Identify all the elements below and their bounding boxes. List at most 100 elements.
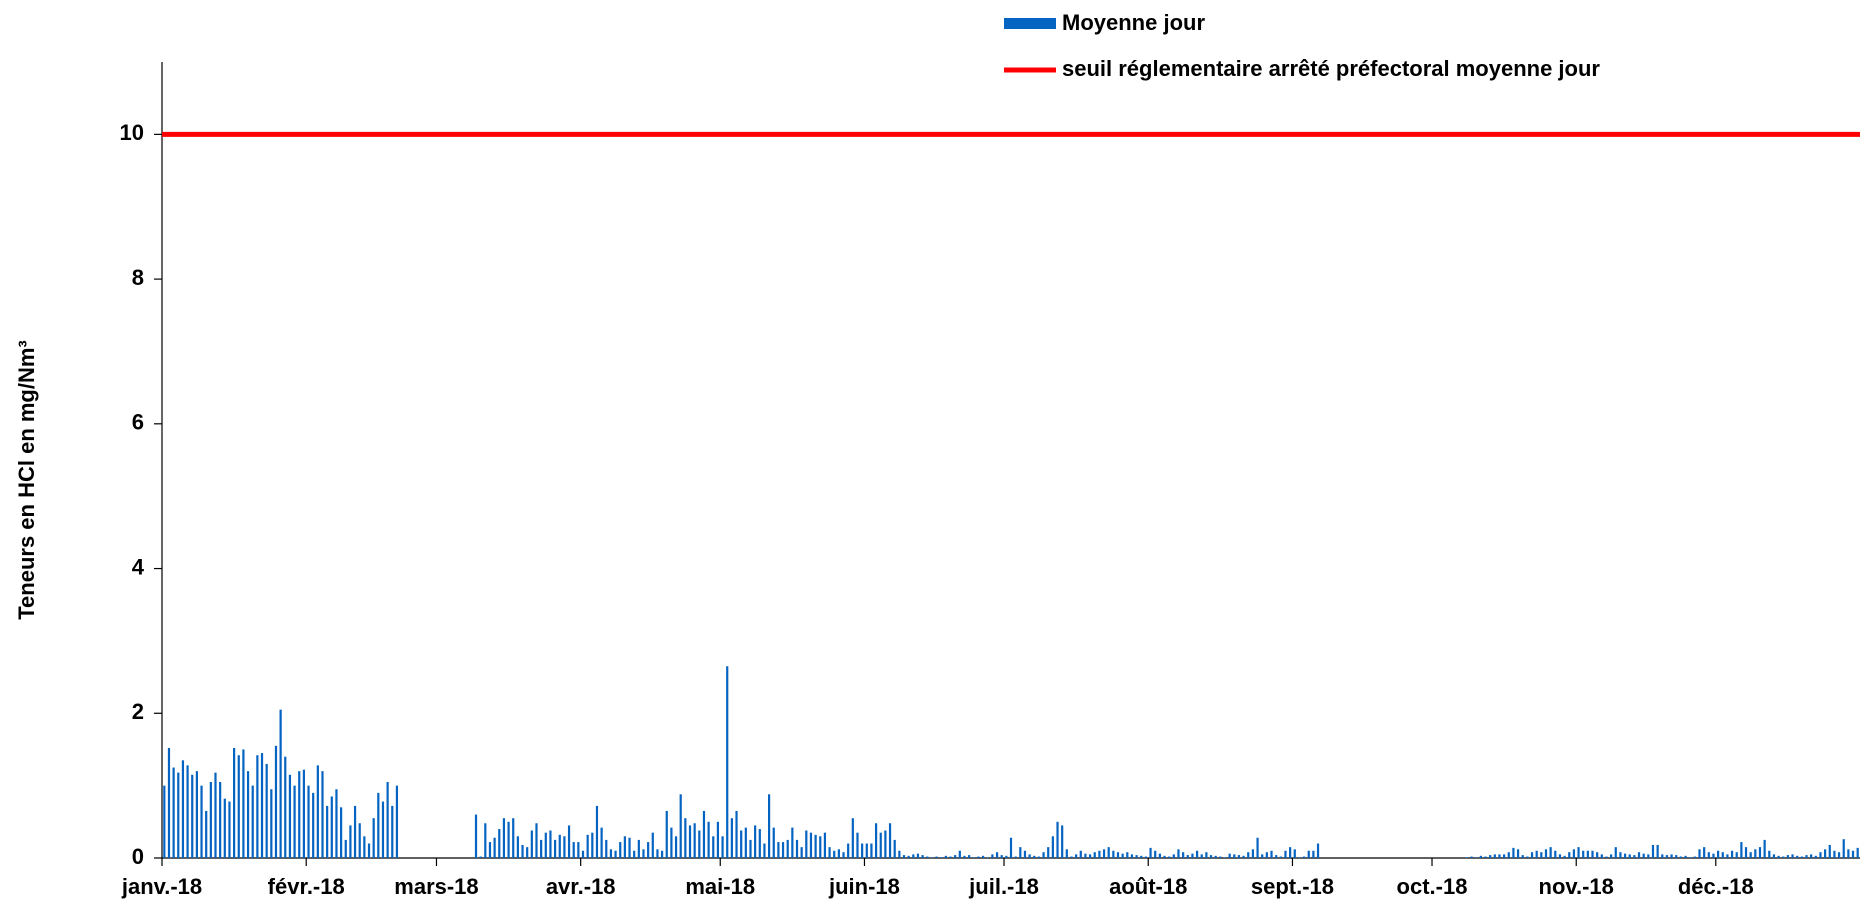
bar — [1279, 856, 1282, 858]
bar — [1223, 857, 1227, 858]
bar — [1586, 850, 1589, 858]
bar — [851, 818, 854, 858]
bar — [1177, 849, 1180, 858]
bar — [1610, 854, 1613, 858]
bar — [977, 856, 980, 858]
bar — [1014, 856, 1017, 858]
bar — [1521, 855, 1524, 858]
legend-swatch — [1004, 18, 1056, 29]
bar — [688, 825, 692, 858]
x-tick-label: janv.-18 — [121, 874, 202, 899]
bar — [884, 830, 887, 858]
bar — [540, 839, 543, 858]
bar — [716, 821, 720, 858]
bar — [1019, 847, 1022, 858]
bar — [279, 709, 282, 858]
bar — [502, 818, 506, 858]
bar — [1791, 854, 1794, 858]
bar — [358, 823, 361, 858]
bar — [242, 749, 245, 858]
bar — [1042, 852, 1045, 858]
bar — [1730, 850, 1734, 858]
bar — [702, 810, 706, 858]
bar — [786, 839, 789, 858]
bar — [498, 829, 501, 858]
bar — [270, 789, 273, 858]
bar — [1572, 849, 1575, 858]
x-tick-label: sept.-18 — [1251, 874, 1334, 899]
bar — [367, 843, 371, 858]
bar — [772, 827, 775, 858]
bar — [800, 847, 803, 858]
bar — [1228, 853, 1231, 858]
bar — [1819, 852, 1822, 858]
bar — [340, 807, 343, 858]
bar — [293, 785, 296, 858]
bar — [321, 771, 324, 858]
bar — [1670, 854, 1673, 858]
bar — [684, 818, 687, 858]
bar — [1656, 844, 1659, 858]
bar — [665, 810, 668, 858]
bar — [526, 847, 529, 858]
bar — [1516, 849, 1520, 858]
bar — [981, 855, 985, 858]
bar — [1684, 855, 1687, 858]
bar — [521, 844, 524, 858]
bar — [1717, 850, 1720, 858]
bar — [181, 760, 185, 858]
bar — [1079, 850, 1082, 858]
bar — [1251, 849, 1255, 858]
bar — [1526, 856, 1529, 858]
bar — [484, 823, 487, 858]
bar — [493, 837, 496, 858]
bar — [577, 842, 580, 858]
bar — [284, 756, 287, 858]
bar — [1614, 847, 1617, 858]
bar — [1070, 856, 1073, 858]
bar — [1768, 850, 1771, 858]
bar — [712, 836, 715, 858]
bar — [1233, 854, 1236, 858]
bar — [1619, 852, 1622, 858]
bar — [749, 839, 752, 858]
bar — [391, 805, 394, 858]
bar — [1577, 847, 1580, 858]
bar — [1144, 856, 1148, 858]
bar — [1563, 855, 1566, 858]
y-tick-label: 2 — [132, 699, 144, 724]
bar — [847, 843, 850, 858]
y-tick-label: 6 — [132, 410, 144, 435]
y-tick-label: 4 — [132, 554, 145, 579]
bar — [902, 855, 906, 858]
bar — [940, 857, 943, 858]
bar — [1088, 854, 1092, 858]
bar — [177, 772, 180, 858]
bar — [219, 782, 222, 858]
bar — [246, 771, 250, 858]
bar — [563, 836, 566, 858]
bar — [1158, 853, 1161, 858]
bar — [907, 855, 910, 858]
bar — [912, 854, 915, 858]
bar — [1558, 854, 1562, 858]
x-tick-label: déc.-18 — [1678, 874, 1754, 899]
y-tick-label: 10 — [120, 120, 144, 145]
bar — [233, 748, 236, 858]
bar — [530, 830, 533, 858]
bar — [186, 765, 189, 858]
bar — [586, 834, 589, 858]
bar — [740, 830, 743, 858]
bar — [1102, 849, 1106, 858]
x-tick-label: août-18 — [1109, 874, 1187, 899]
bar — [1507, 852, 1510, 858]
bar — [767, 794, 771, 858]
bar — [228, 801, 231, 858]
bar — [302, 769, 305, 858]
bar — [628, 837, 631, 858]
bar — [926, 856, 929, 858]
bar — [888, 823, 892, 858]
bar — [1605, 856, 1608, 858]
bar — [223, 798, 226, 858]
bar — [623, 836, 626, 858]
